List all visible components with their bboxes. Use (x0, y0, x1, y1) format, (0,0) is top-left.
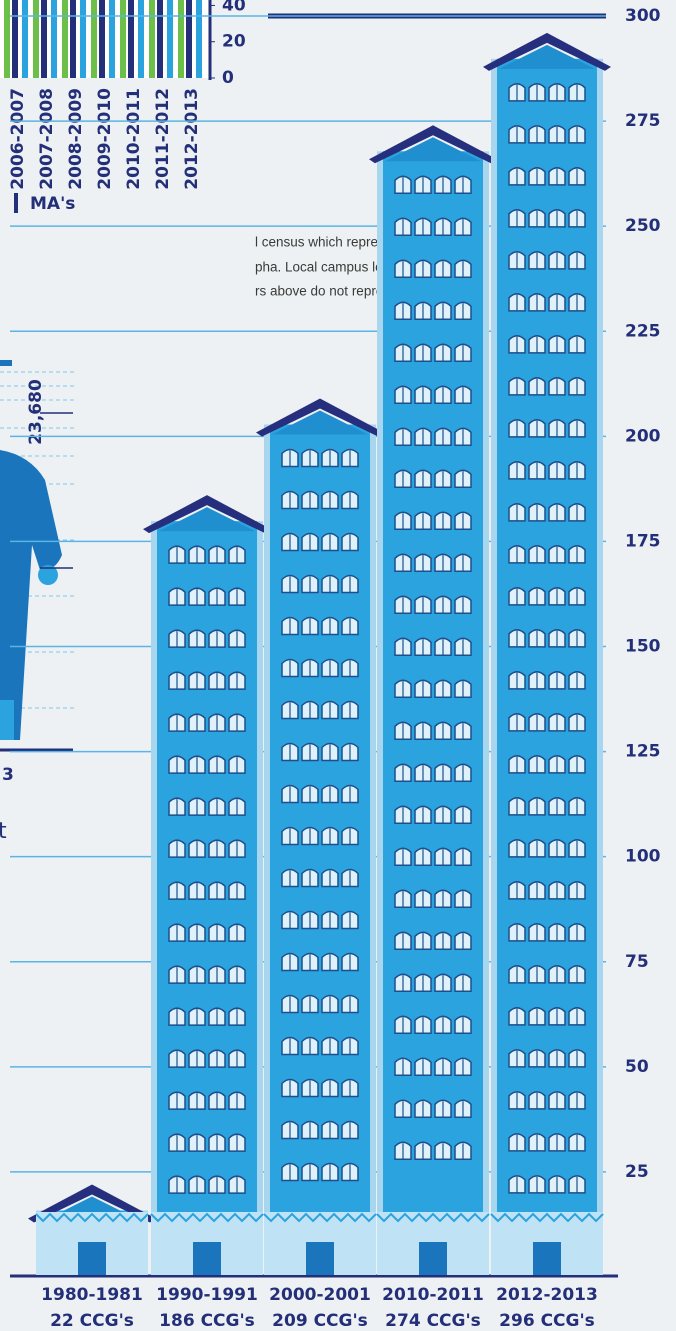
y-tick-label: 50 (625, 1057, 649, 1077)
y-tick-label: 0 (222, 68, 234, 88)
value-label: 186 CCG's (159, 1311, 255, 1331)
building (256, 399, 384, 1275)
value-label: 209 CCG's (272, 1311, 368, 1331)
y-tick-label: 275 (625, 111, 661, 131)
y-tick-label: 250 (625, 216, 661, 236)
door (533, 1242, 561, 1275)
y-tick-label: 20 (222, 32, 246, 52)
building (369, 125, 497, 1275)
x-tick-label: 2007-2008 (37, 88, 57, 190)
y-tick-label: 200 (625, 426, 661, 446)
building-body (270, 425, 370, 1275)
x-tick-label: 2000-2001 (269, 1285, 371, 1305)
value-label: 22 CCG's (50, 1311, 134, 1331)
caption-fragment: t (0, 819, 7, 844)
y-tick-label: 300 (625, 6, 661, 26)
legend-label: MA's (30, 194, 75, 214)
y-tick-label: 150 (625, 637, 661, 657)
y-tick-label: 100 (625, 847, 661, 867)
door (419, 1242, 447, 1275)
door (306, 1242, 334, 1275)
cropped-bars (0, 0, 210, 80)
x-tick-label: 2012-2013 (182, 88, 202, 190)
x-tick-label: 2006-2007 (8, 88, 28, 190)
x-tick-label: 2010-2011 (382, 1285, 484, 1305)
y-tick-label: 225 (625, 321, 661, 341)
x-tick-label: 2011-2012 (153, 88, 173, 190)
x-tick-label: 1990-1991 (156, 1285, 258, 1305)
value-label: 296 CCG's (499, 1311, 595, 1331)
building (483, 33, 611, 1275)
y-tick-label: 40 (222, 0, 246, 15)
door (193, 1242, 221, 1275)
x-tick-label: 2012-2013 (496, 1285, 598, 1305)
x-tick-label: 2008-2009 (66, 88, 86, 190)
door (78, 1242, 106, 1275)
figure-year: 3 (2, 765, 14, 785)
y-tick-label: 75 (625, 952, 649, 972)
value-label: 274 CCG's (385, 1311, 481, 1331)
building (143, 495, 271, 1275)
x-tick-label: 2009-2010 (95, 88, 115, 190)
figure-label: 23,680 (26, 379, 46, 445)
y-tick-label: 175 (625, 531, 661, 551)
building (28, 1185, 156, 1275)
x-tick-label: 1980-1981 (41, 1285, 143, 1305)
legend-swatch (14, 193, 18, 213)
y-tick-label: 25 (625, 1162, 649, 1182)
x-tick-label: 2010-2011 (124, 88, 144, 190)
infographic: 23,680 3 t l census which represented fi… (0, 0, 676, 1331)
y-tick-label: 125 (625, 742, 661, 762)
